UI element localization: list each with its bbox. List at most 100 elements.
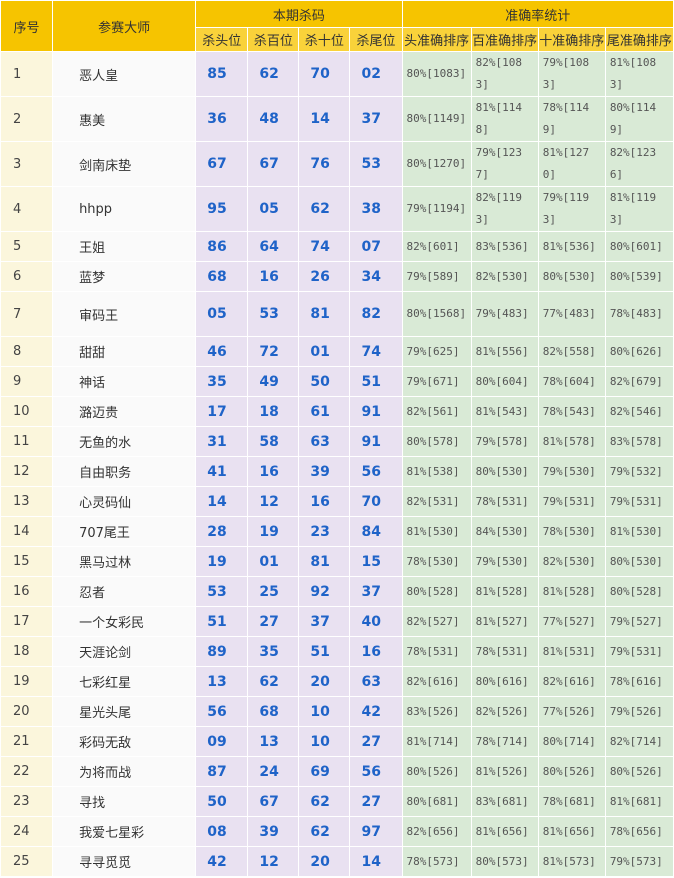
- kill-cell: 42: [195, 846, 249, 877]
- stat-cell: 81%[656]: [537, 816, 606, 847]
- stat-cell: 82%[1236]: [604, 141, 674, 187]
- stat-cell: 77%[526]: [537, 696, 606, 727]
- stat-cell: 78%[531]: [470, 486, 539, 517]
- stat-cell: 83%[578]: [604, 426, 674, 457]
- kill-cell: 84: [349, 516, 403, 547]
- kill-cell: 12: [247, 846, 300, 877]
- stat-cell: 81%[536]: [537, 231, 606, 262]
- name-cell: 忍者: [52, 576, 197, 607]
- stat-cell: 82%[656]: [401, 816, 472, 847]
- stat-cell: 79%[530]: [537, 456, 606, 487]
- stat-cell: 78%[543]: [537, 396, 606, 427]
- kill-cell: 09: [195, 726, 249, 757]
- kill-cell: 27: [349, 786, 403, 817]
- rank-cell: 5: [0, 231, 54, 262]
- name-cell: 王姐: [52, 231, 197, 262]
- table-row: 10 潞迈贵 17 18 61 91 82%[561] 81%[543] 78%[543] 82%…: [0, 396, 674, 427]
- stat-cell: 81%[1083]: [604, 51, 674, 97]
- stat-cell: 81%[573]: [537, 846, 606, 877]
- kill-cell: 68: [247, 696, 300, 727]
- stat-cell: 80%[601]: [604, 231, 674, 262]
- stat-cell: 81%[538]: [401, 456, 472, 487]
- name-cell: 星光头尾: [52, 696, 197, 727]
- kill-cell: 05: [247, 186, 300, 232]
- stat-cell: 80%[528]: [604, 576, 674, 607]
- kill-cell: 69: [298, 756, 351, 787]
- kill-cell: 35: [247, 636, 300, 667]
- kill-cell: 16: [247, 456, 300, 487]
- stat-cell: 82%[616]: [537, 666, 606, 697]
- kill-cell: 56: [195, 696, 249, 727]
- stat-cell: 82%[526]: [470, 696, 539, 727]
- rank-cell: 8: [0, 336, 54, 367]
- stat-cell: 80%[1270]: [401, 141, 472, 187]
- stat-cell: 80%[1149]: [604, 96, 674, 142]
- name-cell: 潞迈贵: [52, 396, 197, 427]
- stat-cell: 81%[656]: [470, 816, 539, 847]
- stat-cell: 82%[616]: [401, 666, 472, 697]
- rank-cell: 17: [0, 606, 54, 637]
- kill-cell: 68: [195, 261, 249, 292]
- stat-cell: 82%[530]: [537, 546, 606, 577]
- kill-cell: 05: [195, 291, 249, 337]
- stat-cell: 78%[714]: [470, 726, 539, 757]
- stat-cell: 83%[526]: [401, 696, 472, 727]
- stat-cell: 80%[626]: [604, 336, 674, 367]
- stat-cell: 79%[531]: [604, 636, 674, 667]
- rank-cell: 4: [0, 186, 54, 232]
- name-cell: 彩码无敌: [52, 726, 197, 757]
- stat-cell: 81%[527]: [470, 606, 539, 637]
- stat-cell: 81%[1270]: [537, 141, 606, 187]
- kill-cell: 53: [247, 291, 300, 337]
- stat-cell: 80%[530]: [604, 546, 674, 577]
- kill-cell: 35: [195, 366, 249, 397]
- table-row: 25 寻寻觅觅 42 12 20 14 78%[573] 80%[573] 81%[573] 79…: [0, 846, 674, 877]
- stat-cell: 80%[526]: [401, 756, 472, 787]
- stat-cell: 82%[546]: [604, 396, 674, 427]
- kill-column-header: 杀百位: [247, 27, 300, 52]
- stat-cell: 81%[528]: [470, 576, 539, 607]
- stat-cell: 82%[679]: [604, 366, 674, 397]
- table-body: 1 恶人皇 85 62 70 02 80%[1083] 82%[1083] 79%[1083] 8…: [0, 51, 674, 877]
- kill-cell: 20: [298, 846, 351, 877]
- stat-cell: 83%[681]: [470, 786, 539, 817]
- name-cell: 为将而战: [52, 756, 197, 787]
- stat-cell: 79%[578]: [470, 426, 539, 457]
- kill-cell: 58: [247, 426, 300, 457]
- kill-cell: 10: [298, 726, 351, 757]
- stat-cell: 79%[531]: [604, 486, 674, 517]
- kill-column-header: 杀头位: [195, 27, 249, 52]
- table-row: 22 为将而战 87 24 69 56 80%[526] 81%[526] 80%[526] 80…: [0, 756, 674, 787]
- stat-cell: 78%[1149]: [537, 96, 606, 142]
- stat-cell: 81%[530]: [401, 516, 472, 547]
- stat-cell: 80%[1083]: [401, 51, 472, 97]
- name-cell: 无鱼的水: [52, 426, 197, 457]
- stat-cell: 79%[589]: [401, 261, 472, 292]
- stat-cell: 79%[1193]: [537, 186, 606, 232]
- table-row: 14 707尾王 28 19 23 84 81%[530] 84%[530] 78%[530] 8…: [0, 516, 674, 547]
- stats-column-header: 百准确排序: [470, 27, 539, 52]
- kill-cell: 87: [195, 756, 249, 787]
- header-row: 序号 参赛大师 本期杀码 准确率统计: [0, 0, 674, 52]
- name-cell: 一个女彩民: [52, 606, 197, 637]
- kill-cell: 40: [349, 606, 403, 637]
- kill-cell: 23: [298, 516, 351, 547]
- stat-cell: 81%[543]: [470, 396, 539, 427]
- kill-cell: 67: [247, 786, 300, 817]
- stat-cell: 78%[530]: [537, 516, 606, 547]
- stat-cell: 80%[578]: [401, 426, 472, 457]
- kill-cell: 37: [298, 606, 351, 637]
- kill-cell: 15: [349, 546, 403, 577]
- table-row: 12 自由职务 41 16 39 56 81%[538] 80%[530] 79%[530] 79…: [0, 456, 674, 487]
- stat-cell: 79%[532]: [604, 456, 674, 487]
- stat-cell: 79%[483]: [470, 291, 539, 337]
- kill-cell: 63: [349, 666, 403, 697]
- stat-cell: 81%[1193]: [604, 186, 674, 232]
- stat-cell: 80%[526]: [604, 756, 674, 787]
- kill-cell: 01: [247, 546, 300, 577]
- name-cell: hhpp: [52, 186, 197, 232]
- stat-cell: 84%[530]: [470, 516, 539, 547]
- kill-cell: 72: [247, 336, 300, 367]
- stat-cell: 79%[1083]: [537, 51, 606, 97]
- kill-cell: 74: [349, 336, 403, 367]
